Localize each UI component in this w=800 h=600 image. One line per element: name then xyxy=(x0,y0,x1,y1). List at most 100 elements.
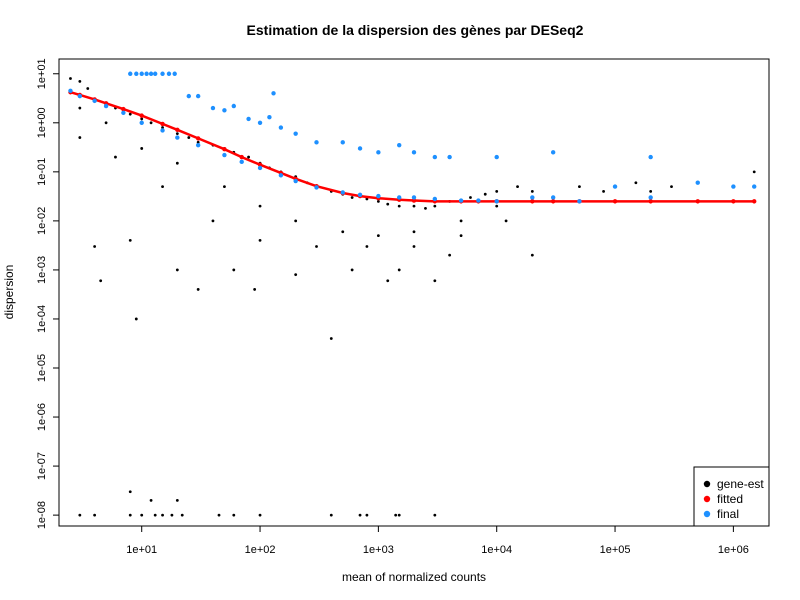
point-final xyxy=(278,173,284,178)
point-gene-est xyxy=(140,117,144,121)
point-gene-est xyxy=(350,268,354,272)
point-gene-est xyxy=(223,185,226,189)
point-gene-est xyxy=(128,513,132,517)
point-final xyxy=(612,184,618,189)
point-gene-est xyxy=(258,204,262,208)
point-final xyxy=(752,184,757,189)
legend-marker-final xyxy=(703,510,711,518)
x-axis: 1e+01 1e+02 1e+03 1e+04 1e+05 1e+06 xyxy=(126,526,749,556)
point-final xyxy=(494,199,499,204)
chart-title: Estimation de la dispersion des gènes pa… xyxy=(247,22,584,38)
point-final xyxy=(239,159,244,165)
y-tick-label: 1e-07 xyxy=(36,452,48,480)
point-gene-est xyxy=(412,204,416,208)
series-final xyxy=(68,71,757,204)
point-final xyxy=(731,184,736,189)
point-final xyxy=(314,185,319,190)
point-gene-est xyxy=(433,204,437,208)
point-final xyxy=(222,152,227,158)
point-final xyxy=(195,93,201,99)
point-final xyxy=(139,120,144,126)
point-gene-est xyxy=(78,513,82,517)
point-gene-est xyxy=(78,106,82,110)
point-gene-est xyxy=(140,147,144,150)
x-tick-label: 1e+01 xyxy=(126,544,157,556)
series-fitted xyxy=(68,90,757,204)
point-gene-est xyxy=(649,189,653,193)
point-gene-est xyxy=(258,513,262,517)
point-final xyxy=(68,88,73,93)
point-final xyxy=(128,71,133,76)
point-gene-est xyxy=(78,79,82,83)
x-tick-label: 1e+03 xyxy=(363,544,394,556)
x-tick-label: 1e+02 xyxy=(245,544,276,556)
y-axis: 1e-08 1e-07 1e-06 1e-05 1e-04 1e-03 1e-02 1e-01… xyxy=(36,58,59,529)
point-gene-est xyxy=(386,279,390,283)
point-final xyxy=(246,116,251,122)
point-final xyxy=(293,131,298,136)
point-gene-est xyxy=(247,155,250,159)
point-gene-est xyxy=(578,185,581,189)
point-gene-est xyxy=(394,513,398,517)
point-final xyxy=(92,98,97,104)
point-gene-est xyxy=(128,238,132,242)
point-gene-est xyxy=(376,234,380,238)
point-final xyxy=(134,71,139,76)
point-final xyxy=(550,195,556,200)
point-gene-est xyxy=(397,204,401,208)
point-final xyxy=(376,150,381,155)
point-final xyxy=(648,154,653,160)
x-tick-label: 1e+04 xyxy=(481,544,512,556)
y-axis-label: dispersion xyxy=(2,265,16,320)
point-gene-est xyxy=(469,196,472,199)
point-gene-est xyxy=(448,253,452,257)
point-final xyxy=(160,71,165,76)
y-tick-label: 1e-08 xyxy=(36,501,48,529)
point-gene-est xyxy=(459,219,463,223)
point-gene-est xyxy=(69,77,72,80)
point-final xyxy=(447,154,452,160)
y-tick-label: 1e+00 xyxy=(36,107,48,138)
point-gene-est xyxy=(258,238,262,242)
point-gene-est xyxy=(341,230,345,234)
point-gene-est xyxy=(93,513,97,517)
point-gene-est xyxy=(161,185,164,189)
point-final xyxy=(648,195,653,200)
y-tick-label: 1e-02 xyxy=(36,207,48,235)
legend-marker-fitted xyxy=(703,495,711,503)
point-gene-est xyxy=(175,161,179,165)
point-gene-est xyxy=(196,140,200,144)
point-final xyxy=(257,120,263,126)
point-gene-est xyxy=(134,317,138,321)
point-final xyxy=(530,195,535,200)
point-gene-est xyxy=(530,189,534,193)
fitted-line xyxy=(70,90,755,203)
point-gene-est xyxy=(315,245,318,248)
point-gene-est xyxy=(329,513,333,517)
legend-label-gene-est: gene-est xyxy=(717,477,764,491)
point-gene-est xyxy=(99,279,103,283)
point-gene-est xyxy=(104,121,108,125)
y-tick-label: 1e-04 xyxy=(36,305,48,333)
y-tick-label: 1e-01 xyxy=(36,158,48,186)
point-final xyxy=(340,190,345,195)
point-gene-est xyxy=(294,219,298,223)
legend-marker-gene-est xyxy=(703,480,711,488)
legend-label-fitted: fitted xyxy=(717,492,743,506)
point-final xyxy=(357,146,363,151)
point-gene-est xyxy=(365,197,369,201)
point-final xyxy=(166,71,172,76)
point-final xyxy=(397,142,402,148)
point-final xyxy=(121,110,126,115)
point-gene-est xyxy=(495,189,499,193)
point-gene-est xyxy=(161,513,164,517)
point-gene-est xyxy=(294,273,298,277)
y-tick-label: 1e-03 xyxy=(36,256,48,284)
point-gene-est xyxy=(433,279,437,283)
point-gene-est xyxy=(153,513,157,517)
point-final xyxy=(494,154,499,160)
point-gene-est xyxy=(397,268,401,272)
point-final xyxy=(103,103,109,109)
point-final xyxy=(550,150,556,155)
